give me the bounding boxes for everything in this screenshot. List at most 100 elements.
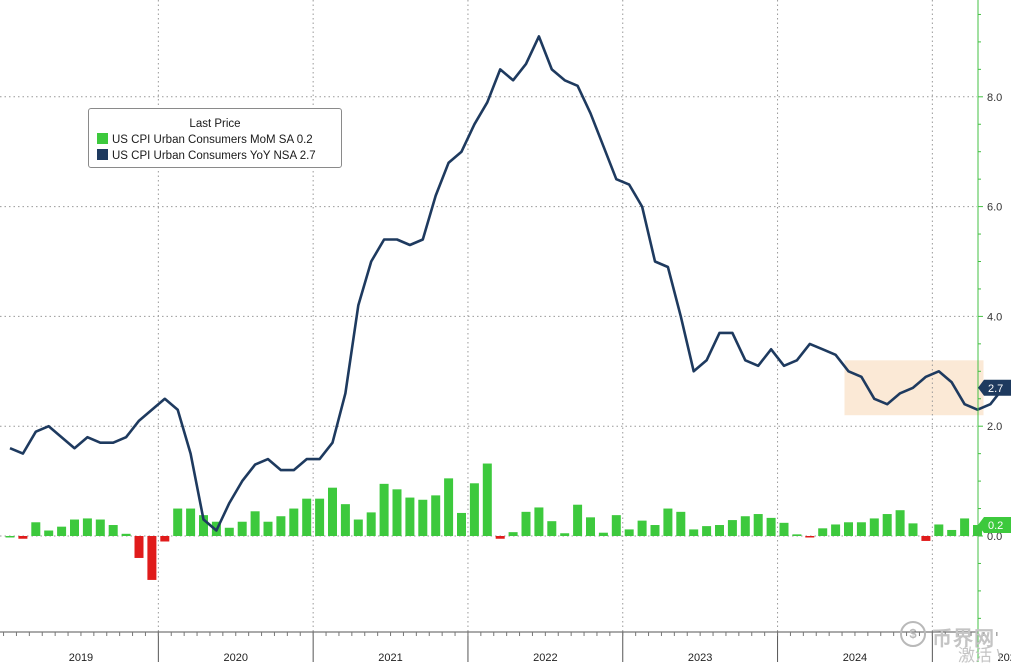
y-tick-label: 8.0 — [987, 92, 1002, 104]
last-value-yoy-label: 2.7 — [988, 383, 1003, 395]
legend-title: Last Price — [189, 118, 241, 130]
x-tick-label: 2024 — [843, 652, 867, 662]
x-tick-label: 2021 — [378, 652, 402, 662]
bar-mom — [960, 518, 970, 536]
bar-mom — [921, 536, 931, 541]
bar-mom — [186, 508, 196, 536]
bar-mom — [147, 536, 157, 580]
y-tick-label: 6.0 — [987, 202, 1002, 214]
bar-mom — [199, 515, 208, 536]
bar-mom — [95, 519, 105, 536]
x-tick-label: 2025 — [998, 652, 1011, 662]
bar-mom — [508, 532, 518, 536]
x-tick-label: 2023 — [688, 652, 712, 662]
last-value-mom-label: 0.2 — [988, 520, 1003, 532]
bar-mom — [779, 522, 789, 536]
legend-swatch-mom — [97, 133, 108, 144]
bar-mom — [740, 516, 750, 536]
bar-mom — [366, 512, 376, 536]
bar-mom — [908, 523, 918, 536]
bar-mom — [856, 522, 866, 536]
bar-mom — [715, 525, 724, 536]
bar-mom — [534, 507, 544, 536]
bar-mom — [831, 524, 841, 536]
bar-mom — [895, 510, 905, 536]
bar-mom — [82, 518, 92, 536]
bar-mom — [482, 463, 492, 536]
bar-mom — [611, 515, 621, 536]
bar-mom — [598, 532, 608, 536]
last-value-mom-tag — [978, 517, 1011, 534]
bar-mom — [469, 483, 479, 536]
bar-mom — [805, 536, 815, 538]
bar-mom — [444, 478, 454, 536]
bar-mom — [250, 511, 260, 536]
bar-mom — [57, 526, 67, 536]
bar-mom — [753, 514, 763, 536]
bar-mom — [637, 520, 647, 536]
bar-mom — [224, 527, 234, 536]
legend-label-yoy: US CPI Urban Consumers YoY NSA 2.7 — [112, 150, 316, 162]
bar-mom — [663, 508, 673, 536]
bar-mom — [160, 536, 170, 542]
bar-mom — [405, 497, 415, 536]
bar-mom — [315, 498, 325, 536]
legend-label-mom: US CPI Urban Consumers MoM SA 0.2 — [112, 134, 313, 146]
watermark: $ 币界网 激活 \ — [900, 618, 1011, 665]
bar-mom — [108, 525, 118, 536]
bar-mom — [727, 520, 737, 536]
bar-mom — [328, 487, 337, 536]
bar-mom — [702, 526, 712, 536]
y-tick-label: 4.0 — [987, 311, 1002, 323]
bar-mom — [457, 512, 466, 536]
bar-mom — [379, 483, 389, 536]
bar-mom — [624, 529, 634, 536]
bar-mom — [353, 519, 363, 536]
bar-mom — [237, 521, 247, 536]
bar-mom — [882, 514, 892, 536]
bar-mom — [173, 508, 183, 536]
x-tick-label: 2022 — [533, 652, 557, 662]
bar-mom — [302, 498, 312, 536]
bar-mom — [5, 536, 15, 538]
bar-mom — [766, 517, 776, 536]
x-tick-label: 2019 — [69, 652, 93, 662]
bar-mom — [573, 504, 583, 536]
bar-mom — [134, 536, 144, 558]
bar-mom — [547, 521, 557, 536]
bar-mom — [340, 504, 350, 536]
bar-mom — [650, 525, 660, 536]
bar-mom — [263, 521, 273, 536]
y-tick-label: 2.0 — [987, 421, 1002, 433]
bar-mom — [869, 518, 879, 536]
bar-mom — [44, 530, 54, 536]
bar-mom — [431, 495, 441, 536]
bar-mom — [121, 533, 131, 536]
bar-mom — [934, 524, 944, 536]
bar-mom — [495, 536, 505, 539]
bar-mom — [844, 522, 853, 536]
bar-mom — [70, 519, 79, 536]
legend-swatch-yoy — [97, 149, 108, 160]
bar-mom — [31, 522, 41, 536]
bar-mom — [289, 508, 299, 536]
watermark-logo-text: 币界网 — [932, 628, 995, 650]
bar-mom — [276, 516, 286, 536]
line-yoy — [9, 35, 1011, 532]
watermark-logo-icon: $ — [900, 621, 926, 647]
bar-mom — [689, 529, 699, 536]
x-tick-label: 2020 — [224, 652, 248, 662]
bar-mom — [392, 489, 402, 536]
y-tick-label: 0.0 — [987, 531, 1002, 543]
last-value-yoy-tag — [978, 379, 1011, 396]
bar-mom — [792, 534, 802, 536]
bar-mom — [560, 533, 570, 536]
watermark-sub-text: 激活 \ — [958, 646, 1002, 665]
bar-mom — [418, 499, 428, 536]
bar-mom — [586, 517, 595, 536]
legend: Last Price US CPI Urban Consumers MoM SA… — [88, 108, 342, 168]
bar-mom — [947, 529, 957, 536]
bar-mom — [521, 511, 531, 536]
bar-mom — [18, 536, 28, 539]
